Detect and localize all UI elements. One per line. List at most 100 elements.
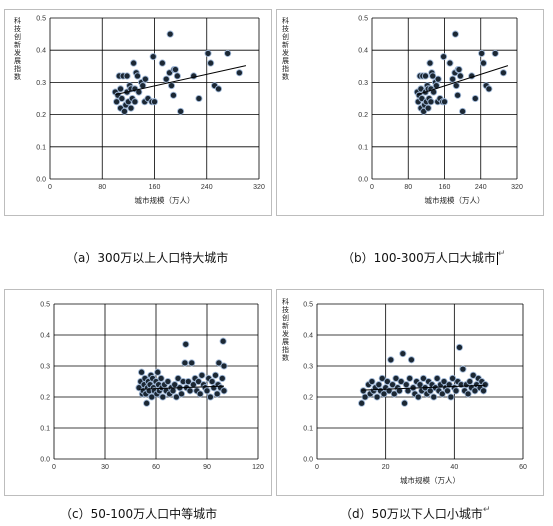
data-point bbox=[471, 94, 479, 103]
data-point bbox=[459, 107, 467, 115]
data-point bbox=[116, 85, 125, 93]
data-point bbox=[154, 368, 162, 376]
x-tick-label: 20 bbox=[382, 464, 390, 471]
data-point bbox=[402, 381, 410, 389]
data-point bbox=[469, 371, 477, 379]
data-point bbox=[419, 374, 427, 382]
data-point bbox=[429, 72, 437, 80]
data-point bbox=[219, 337, 227, 345]
data-point bbox=[454, 91, 462, 99]
y-tick-label: 0.1 bbox=[40, 426, 50, 433]
return-mark: ↵ bbox=[482, 505, 491, 515]
trend-line bbox=[138, 385, 225, 390]
data-point bbox=[141, 75, 149, 83]
data-point bbox=[456, 72, 464, 80]
data-point bbox=[150, 98, 159, 106]
data-point bbox=[424, 104, 432, 112]
x-tick-label: 0 bbox=[370, 184, 374, 191]
data-point bbox=[440, 98, 449, 106]
data-point bbox=[359, 387, 367, 395]
data-point bbox=[406, 374, 414, 382]
data-point bbox=[137, 368, 146, 376]
data-point bbox=[455, 343, 464, 351]
data-point bbox=[404, 387, 412, 395]
data-point bbox=[358, 399, 366, 407]
caption-c: （c）50-100万人口中等城市 bbox=[60, 507, 218, 521]
data-point bbox=[166, 30, 174, 38]
y-tick-label: 0.1 bbox=[36, 144, 46, 151]
caption-b-text: （b）100-300万人口大城市 bbox=[342, 251, 496, 265]
x-tick-label: 160 bbox=[149, 184, 161, 191]
x-tick-label: 30 bbox=[101, 464, 109, 471]
caption-d: （d）50万以下人口小城市 ↵ bbox=[340, 505, 490, 522]
y-tick-label: 0.3 bbox=[40, 364, 50, 371]
scatter-chart-b: 0.0 0.1 0.2 0.3 0.4 0.5 0 80 160 240 320 城市规模（万人） bbox=[358, 16, 523, 206]
y-tick-label: 0.3 bbox=[303, 364, 313, 371]
y-tick-label: 0.3 bbox=[36, 80, 46, 87]
data-point bbox=[479, 387, 488, 395]
data-point bbox=[130, 59, 138, 67]
data-point bbox=[440, 53, 448, 61]
data-point bbox=[224, 49, 232, 57]
y-axis-label: 科技创新发展指数 bbox=[282, 299, 289, 362]
data-point bbox=[181, 359, 189, 367]
data-point bbox=[491, 49, 499, 57]
y-tick-label: 0.0 bbox=[40, 457, 50, 464]
data-point bbox=[397, 377, 405, 386]
data-point bbox=[148, 393, 156, 401]
data-point bbox=[368, 377, 376, 386]
text-cursor bbox=[496, 252, 498, 265]
data-point bbox=[218, 374, 226, 382]
x-tick-label: 80 bbox=[404, 184, 412, 191]
y-tick-label: 0.1 bbox=[303, 426, 313, 433]
data-point bbox=[452, 82, 460, 90]
data-point bbox=[452, 387, 460, 395]
data-point bbox=[399, 350, 407, 358]
data-point bbox=[171, 65, 179, 74]
x-tick-label: 40 bbox=[450, 464, 458, 471]
data-point bbox=[182, 340, 190, 348]
panel-c: 0.0 0.1 0.2 0.3 0.4 0.5 0 30 60 90 120 bbox=[4, 289, 272, 496]
data-point bbox=[390, 390, 398, 398]
panel-d: 科技创新发展指数 0.0 0.1 0.2 0.3 0.4 0.5 0 20 40 60 城市规模（万… bbox=[276, 289, 544, 496]
data-point bbox=[451, 30, 459, 38]
data-point bbox=[421, 72, 430, 80]
x-tick-label: 0 bbox=[48, 184, 52, 191]
data-point bbox=[499, 69, 507, 77]
data-point bbox=[427, 98, 435, 106]
data-point bbox=[426, 59, 434, 67]
data-point bbox=[220, 387, 228, 395]
data-point bbox=[158, 59, 166, 67]
x-axis-label: 城市规模（万人） bbox=[400, 475, 460, 485]
data-point bbox=[446, 59, 454, 67]
y-tick-label: 0.2 bbox=[358, 112, 368, 119]
y-tick-label: 0.1 bbox=[358, 144, 368, 151]
data-point bbox=[177, 107, 185, 115]
data-point bbox=[208, 377, 216, 386]
data-point bbox=[198, 371, 206, 379]
data-point bbox=[159, 393, 167, 401]
data-point bbox=[388, 381, 397, 389]
data-point bbox=[167, 82, 176, 90]
y-tick-label: 0.4 bbox=[303, 333, 313, 340]
data-point bbox=[186, 387, 194, 395]
data-point bbox=[203, 387, 211, 395]
x-tick-label: 0 bbox=[52, 464, 56, 471]
panel-b: 科技创新发展指数 0.0 0.1 0.2 0.3 0.4 0.5 0 80 160 240 320 城… bbox=[276, 9, 544, 216]
data-point bbox=[383, 377, 391, 386]
data-point bbox=[438, 390, 446, 398]
x-tick-label: 160 bbox=[439, 184, 451, 191]
data-point bbox=[214, 85, 223, 93]
data-point bbox=[481, 381, 489, 389]
y-axis-label: 科技创新发展指数 bbox=[14, 18, 21, 81]
data-point bbox=[127, 104, 135, 112]
x-tick-label: 90 bbox=[203, 464, 211, 471]
y-tick-label: 0.4 bbox=[36, 48, 46, 55]
y-tick-label: 0.0 bbox=[36, 177, 46, 184]
x-tick-label: 80 bbox=[98, 184, 106, 191]
x-tick-label: 240 bbox=[201, 184, 213, 191]
data-point bbox=[220, 362, 228, 370]
data-point bbox=[164, 377, 172, 386]
data-point bbox=[133, 72, 142, 80]
data-point bbox=[235, 69, 243, 77]
